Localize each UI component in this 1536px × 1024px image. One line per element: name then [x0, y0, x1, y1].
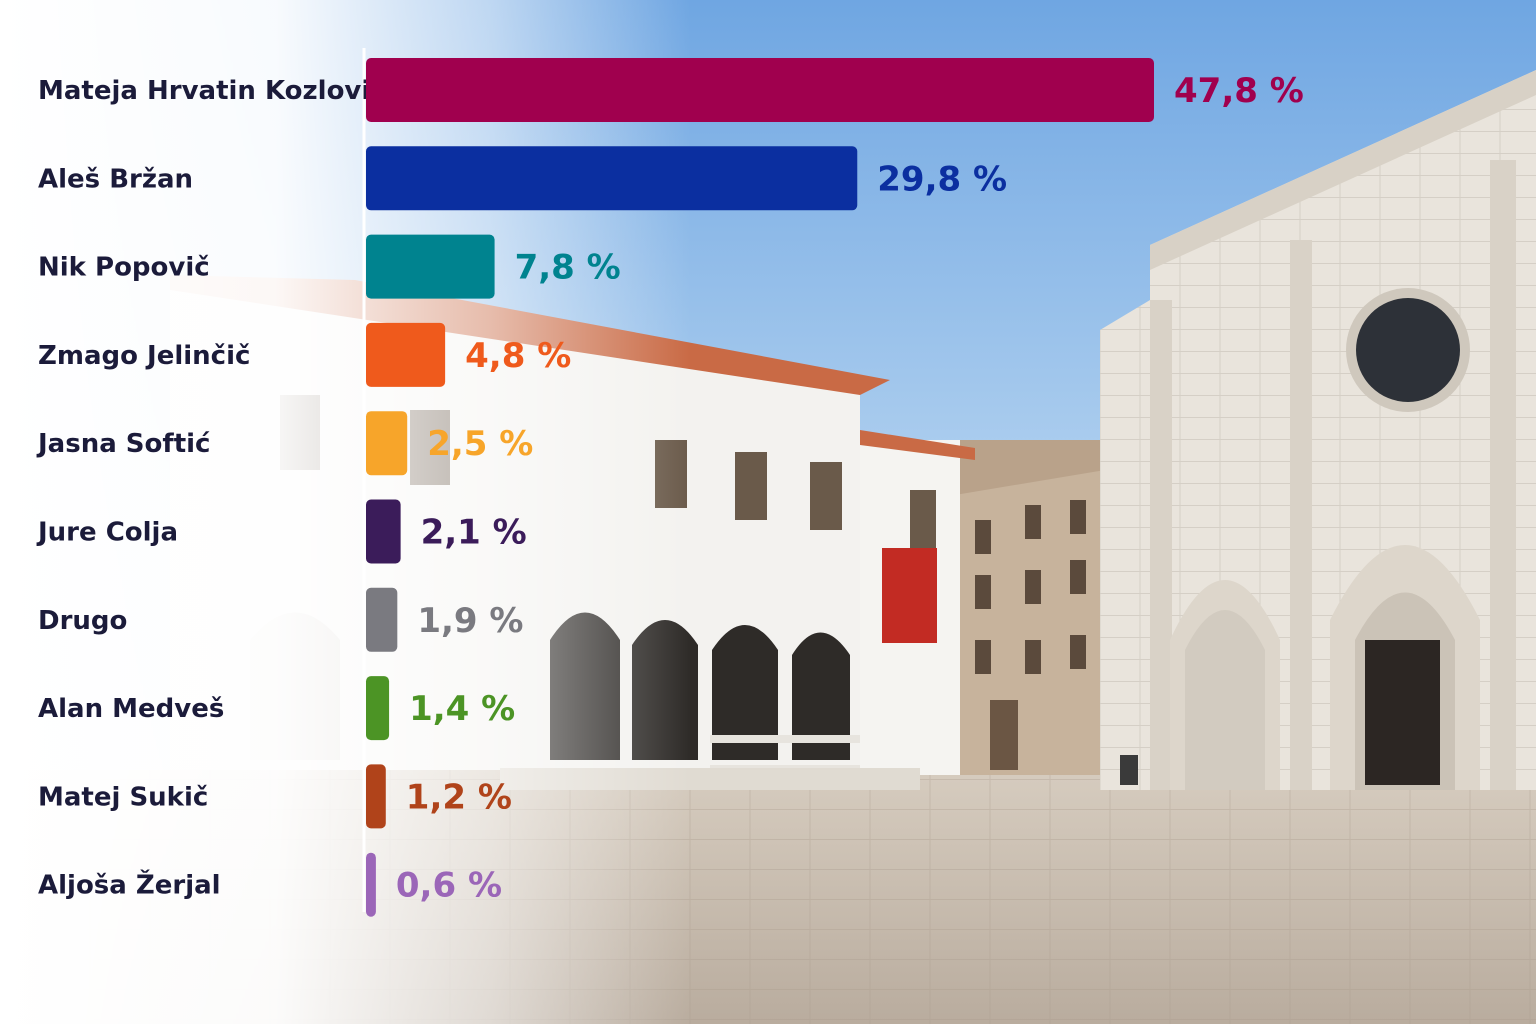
value-label-drugo: 1,9 %	[417, 601, 523, 641]
value-label-nik-popovic: 7,8 %	[515, 248, 621, 288]
bar-zmago-jelincic	[366, 322, 446, 387]
category-label-matej-sukic: Matej Sukič	[38, 782, 208, 812]
bar-ales-brzan	[366, 146, 858, 211]
bar-row-jasna-softic: Jasna Softić 2,5 %	[36, 411, 533, 476]
bar-row-alan-medves: Alan Medveš 1,4 %	[38, 676, 515, 741]
bar-nik-popovic	[366, 234, 495, 299]
category-label-mateja-hrvatin-kozlovic: Mateja Hrvatin Kozlovič	[38, 76, 386, 106]
category-label-zmago-jelincic: Zmago Jelinčič	[38, 341, 250, 371]
bar-alan-medves	[366, 676, 390, 741]
bar-drugo	[366, 587, 398, 652]
value-label-alan-medves: 1,4 %	[409, 689, 515, 729]
bar-row-zmago-jelincic: Zmago Jelinčič 4,8 %	[38, 322, 571, 387]
category-label-alan-medves: Alan Medveš	[38, 694, 224, 724]
bar-row-matej-sukic: Matej Sukič 1,2 %	[38, 764, 512, 829]
category-label-drugo: Drugo	[38, 606, 127, 636]
bar-row-drugo: Drugo 1,9 %	[38, 587, 523, 652]
category-label-jasna-softic: Jasna Softić	[36, 429, 210, 459]
bar-mateja-hrvatin-kozlovic	[366, 58, 1154, 122]
category-label-ales-brzan: Aleš Bržan	[38, 164, 193, 194]
bars-layer: Mateja Hrvatin Kozlovič 47,8 % Aleš Bržan 2…	[36, 58, 1304, 917]
bar-aljosa-zerjal	[366, 852, 376, 917]
bar-jure-colja	[366, 499, 401, 564]
value-label-jasna-softic: 2,5 %	[427, 424, 533, 464]
bar-jasna-softic	[366, 411, 408, 476]
category-label-nik-popovic: Nik Popovič	[38, 253, 210, 283]
bar-row-ales-brzan: Aleš Bržan 29,8 %	[38, 146, 1007, 211]
bar-row-jure-colja: Jure Colja 2,1 %	[36, 499, 527, 564]
value-label-aljosa-zerjal: 0,6 %	[396, 866, 502, 906]
value-label-zmago-jelincic: 4,8 %	[465, 336, 571, 376]
bar-matej-sukic	[366, 764, 386, 829]
bar-row-nik-popovic: Nik Popovič 7,8 %	[38, 234, 621, 299]
value-label-mateja-hrvatin-kozlovic: 47,8 %	[1174, 71, 1304, 111]
bar-row-aljosa-zerjal: Aljoša Žerjal 0,6 %	[38, 852, 502, 917]
value-label-matej-sukic: 1,2 %	[406, 777, 512, 817]
category-label-aljosa-zerjal: Aljoša Žerjal	[38, 869, 221, 901]
bar-row-mateja-hrvatin-kozlovic: Mateja Hrvatin Kozlovič 47,8 %	[38, 58, 1304, 122]
value-label-ales-brzan: 29,8 %	[877, 159, 1007, 199]
value-label-jure-colja: 2,1 %	[421, 513, 527, 553]
category-label-jure-colja: Jure Colja	[36, 518, 178, 548]
